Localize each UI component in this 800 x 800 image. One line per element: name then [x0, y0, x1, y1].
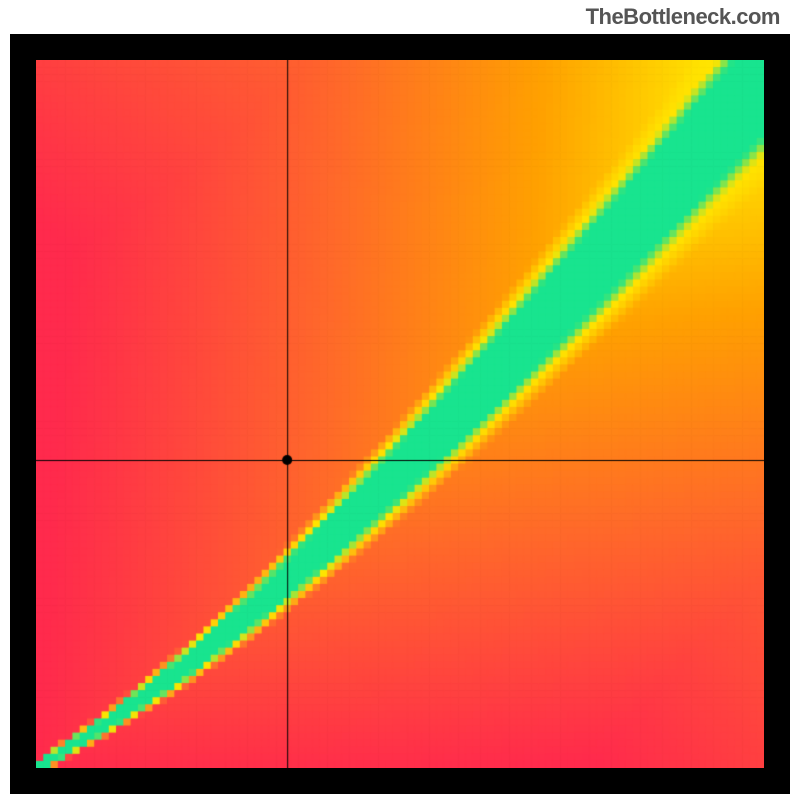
chart-container: TheBottleneck.com — [0, 0, 800, 800]
watermark-text: TheBottleneck.com — [586, 4, 780, 30]
bottleneck-heatmap — [36, 60, 764, 768]
